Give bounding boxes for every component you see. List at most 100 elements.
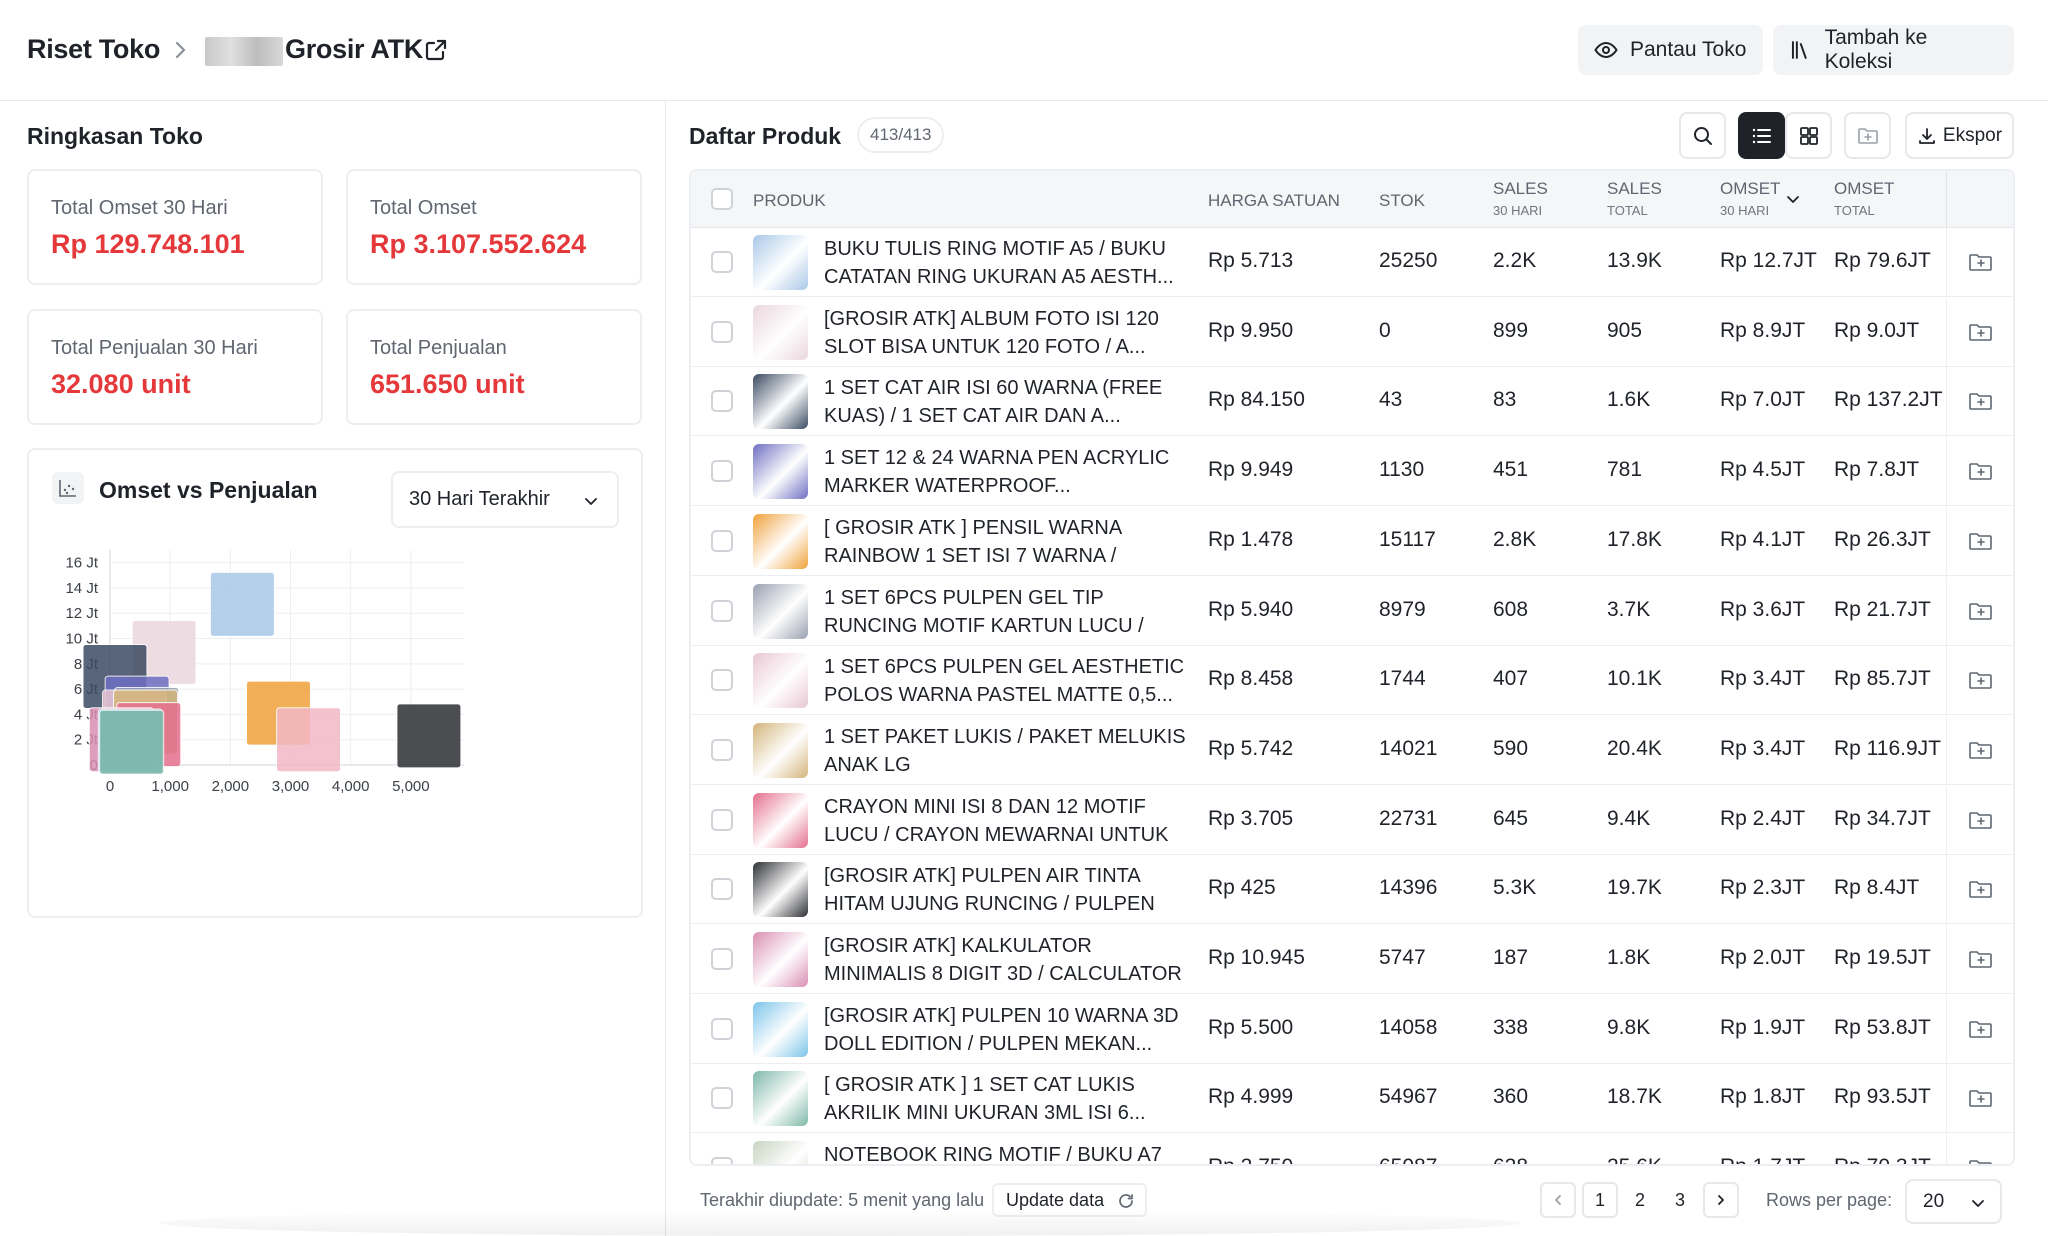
product-name[interactable]: 1 SET 12 & 24 WARNA PEN ACRYLIC MARKER W… xyxy=(824,447,1170,498)
table-row[interactable]: [GROSIR ATK] KALKULATOR MINIMALIS 8 DIGI… xyxy=(691,925,2013,994)
col-sales-30[interactable]: SALES 30 HARI xyxy=(1493,179,1548,218)
product-thumbnail[interactable] xyxy=(753,653,808,709)
list-view-button[interactable] xyxy=(1738,112,1785,159)
cell-stok: 14396 xyxy=(1379,876,1438,900)
rows-per-page-select[interactable]: 20 xyxy=(1905,1179,2002,1224)
col-omset-30[interactable]: OMSET 30 HARI xyxy=(1720,179,1780,218)
folder-plus-icon[interactable] xyxy=(1968,1156,1994,1166)
row-checkbox[interactable] xyxy=(711,390,733,413)
table-row[interactable]: 1 SET CAT AIR ISI 60 WARNA (FREE KUAS) /… xyxy=(691,367,2013,437)
external-link-icon[interactable] xyxy=(424,38,448,62)
folder-plus-icon[interactable] xyxy=(1968,459,1994,483)
product-thumbnail[interactable] xyxy=(753,722,808,778)
table-row[interactable]: [GROSIR ATK] PULPEN AIR TINTA HITAM UJUN… xyxy=(691,855,2013,925)
product-name[interactable]: 1 SET 6PCS PULPEN GEL TIP RUNCING MOTIF … xyxy=(824,586,1144,637)
folder-plus-icon[interactable] xyxy=(1968,1086,1994,1110)
table-row[interactable]: 1 SET 6PCS PULPEN GEL AESTHETIC POLOS WA… xyxy=(691,646,2013,716)
col-harga[interactable]: HARGA SATUAN xyxy=(1208,191,1340,210)
folder-plus-icon[interactable] xyxy=(1968,529,1994,553)
row-checkbox[interactable] xyxy=(711,1087,733,1110)
page-2-button[interactable]: 2 xyxy=(1634,1189,1645,1210)
pantau-toko-button[interactable]: Pantau Toko xyxy=(1578,25,1763,75)
product-name[interactable]: BUKU TULIS RING MOTIF A5 / BUKU CATATAN … xyxy=(824,238,1174,288)
col-sales-total[interactable]: SALES TOTAL xyxy=(1607,179,1662,218)
ekspor-button[interactable]: Ekspor xyxy=(1905,112,2014,159)
product-thumbnail[interactable] xyxy=(753,932,808,987)
tambah-koleksi-button[interactable]: Tambah ke Koleksi xyxy=(1773,25,2014,75)
product-thumbnail[interactable] xyxy=(753,235,808,290)
product-thumbnail[interactable] xyxy=(753,304,808,360)
row-checkbox[interactable] xyxy=(711,320,733,343)
table-row[interactable]: CRAYON MINI ISI 8 DAN 12 MOTIF LUCU / CR… xyxy=(691,785,2013,855)
add-to-folder-button[interactable] xyxy=(1844,112,1891,159)
product-name[interactable]: [ GROSIR ATK ] PENSIL WARNA RAINBOW 1 SE… xyxy=(824,516,1122,567)
product-thumbnail[interactable] xyxy=(753,583,808,639)
chart-period-select[interactable]: 30 Hari Terakhir xyxy=(391,471,619,528)
chevron-left-icon xyxy=(1555,1195,1561,1205)
folder-plus-icon[interactable] xyxy=(1968,599,1994,623)
row-checkbox[interactable] xyxy=(711,669,733,692)
select-all-checkbox[interactable] xyxy=(711,188,733,210)
folder-plus-icon[interactable] xyxy=(1968,738,1994,762)
folder-plus-icon[interactable] xyxy=(1968,1017,1994,1041)
folder-plus-icon[interactable] xyxy=(1968,389,1994,413)
col-produk[interactable]: PRODUK xyxy=(753,191,826,210)
update-data-button[interactable]: Update data xyxy=(992,1183,1147,1217)
product-thumbnail[interactable] xyxy=(753,792,808,848)
product-name[interactable]: [GROSIR ATK] PULPEN AIR TINTA HITAM UJUN… xyxy=(824,865,1155,916)
row-checkbox[interactable] xyxy=(711,878,733,901)
breadcrumb-root[interactable]: Riset Toko xyxy=(27,34,161,64)
table-row[interactable]: 1 SET 6PCS PULPEN GEL TIP RUNCING MOTIF … xyxy=(691,576,2013,646)
folder-plus-icon[interactable] xyxy=(1968,877,1994,901)
page-3-button[interactable]: 3 xyxy=(1674,1189,1685,1210)
product-thumbnail[interactable] xyxy=(753,374,808,430)
product-name[interactable]: CRAYON MINI ISI 8 DAN 12 MOTIF LUCU / CR… xyxy=(824,795,1169,846)
table-row[interactable]: NOTEBOOK RING MOTIF / BUKU A7 Rp 2.750 650… xyxy=(691,1134,2013,1166)
table-row[interactable]: [GROSIR ATK] PULPEN 10 WARNA 3D DOLL EDI… xyxy=(691,994,2013,1064)
product-name[interactable]: [GROSIR ATK] KALKULATOR MINIMALIS 8 DIGI… xyxy=(824,935,1182,985)
folder-plus-icon[interactable] xyxy=(1968,250,1994,274)
row-checkbox[interactable] xyxy=(711,529,733,552)
folder-plus-icon[interactable] xyxy=(1968,808,1994,832)
row-checkbox[interactable] xyxy=(711,1157,733,1164)
table-row[interactable]: 1 SET 12 & 24 WARNA PEN ACRYLIC MARKER W… xyxy=(691,437,2013,507)
product-count-badge: 413/413 xyxy=(857,117,945,153)
table-row[interactable]: [GROSIR ATK] ALBUM FOTO ISI 120 SLOT BIS… xyxy=(691,297,2013,367)
product-thumbnail[interactable] xyxy=(753,1141,808,1164)
row-checkbox[interactable] xyxy=(711,251,733,273)
product-name[interactable]: [GROSIR ATK] PULPEN 10 WARNA 3D DOLL EDI… xyxy=(824,1004,1179,1055)
product-thumbnail[interactable] xyxy=(753,513,808,569)
table-row[interactable]: BUKU TULIS RING MOTIF A5 / BUKU CATATAN … xyxy=(691,228,2013,297)
folder-plus-icon[interactable] xyxy=(1968,320,1994,344)
sort-desc-chevron-icon[interactable] xyxy=(1785,191,1801,207)
row-checkbox[interactable] xyxy=(711,599,733,622)
product-name[interactable]: 1 SET PAKET LUKIS / PAKET MELUKIS ANAK L… xyxy=(824,725,1186,776)
col-omset-total[interactable]: OMSET TOTAL xyxy=(1834,179,1894,218)
next-page-button[interactable] xyxy=(1703,1182,1739,1218)
product-thumbnail[interactable] xyxy=(753,444,808,500)
folder-plus-icon[interactable] xyxy=(1968,947,1994,971)
table-row[interactable]: 1 SET PAKET LUKIS / PAKET MELUKIS ANAK L… xyxy=(691,715,2013,785)
product-name[interactable]: NOTEBOOK RING MOTIF / BUKU A7 xyxy=(824,1144,1162,1166)
product-thumbnail[interactable] xyxy=(753,862,808,918)
table-row[interactable]: [ GROSIR ATK ] PENSIL WARNA RAINBOW 1 SE… xyxy=(691,506,2013,576)
row-checkbox[interactable] xyxy=(711,460,733,483)
row-checkbox[interactable] xyxy=(711,738,733,761)
folder-plus-icon[interactable] xyxy=(1968,668,1994,692)
row-checkbox[interactable] xyxy=(711,808,733,831)
product-thumbnail[interactable] xyxy=(753,1071,808,1127)
table-row[interactable]: [ GROSIR ATK ] 1 SET CAT LUKIS AKRILIK M… xyxy=(691,1064,2013,1134)
product-name[interactable]: [GROSIR ATK] ALBUM FOTO ISI 120 SLOT BIS… xyxy=(824,307,1159,358)
row-checkbox[interactable] xyxy=(711,948,733,970)
product-name[interactable]: 1 SET CAT AIR ISI 60 WARNA (FREE KUAS) /… xyxy=(824,377,1163,428)
product-name[interactable]: 1 SET 6PCS PULPEN GEL AESTHETIC POLOS WA… xyxy=(824,656,1185,707)
grid-view-button[interactable] xyxy=(1785,112,1832,159)
row-checkbox[interactable] xyxy=(711,1017,733,1040)
product-table: PRODUK HARGA SATUAN STOK SALES 30 HARI SA… xyxy=(689,169,2015,1166)
product-thumbnail[interactable] xyxy=(753,1001,808,1057)
page-1-button[interactable]: 1 xyxy=(1582,1182,1618,1218)
col-stok[interactable]: STOK xyxy=(1379,191,1425,210)
prev-page-button[interactable] xyxy=(1540,1182,1576,1218)
product-name[interactable]: [ GROSIR ATK ] 1 SET CAT LUKIS AKRILIK M… xyxy=(824,1074,1146,1125)
search-button[interactable] xyxy=(1679,112,1726,159)
